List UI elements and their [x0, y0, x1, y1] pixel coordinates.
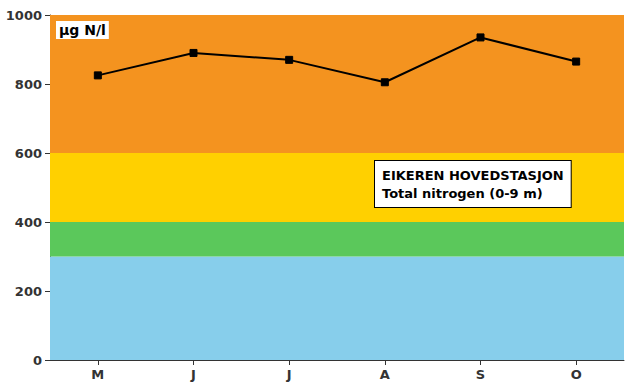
svg-text:μg N/l: μg N/l [59, 22, 106, 38]
svg-text:400: 400 [15, 215, 42, 230]
svg-text:O: O [571, 367, 582, 382]
svg-text:200: 200 [15, 284, 42, 299]
svg-text:600: 600 [15, 146, 42, 161]
svg-text:Total nitrogen (0-9 m): Total nitrogen (0-9 m) [382, 186, 543, 201]
svg-text:1000: 1000 [6, 8, 42, 23]
svg-text:J: J [190, 367, 196, 382]
svg-text:S: S [476, 367, 485, 382]
svg-text:0: 0 [33, 353, 42, 368]
svg-text:A: A [380, 367, 390, 382]
svg-text:EIKEREN HOVEDSTASJON: EIKEREN HOVEDSTASJON [382, 168, 564, 183]
svg-text:J: J [286, 367, 292, 382]
svg-text:M: M [91, 367, 104, 382]
svg-text:800: 800 [15, 77, 42, 92]
